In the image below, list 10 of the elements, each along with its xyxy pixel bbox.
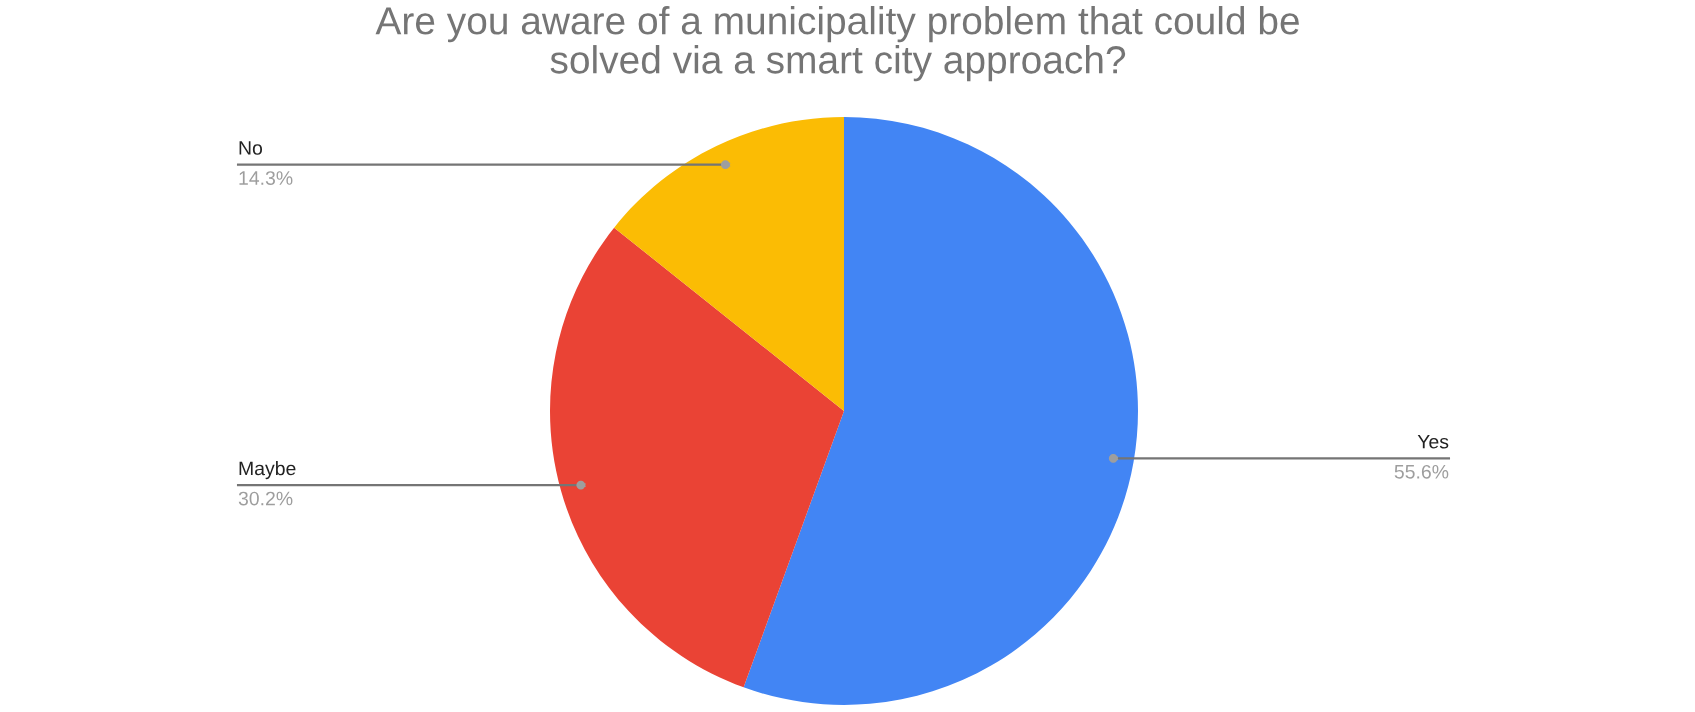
slice-label: Yes (1417, 434, 1449, 449)
pie-slice (614, 117, 844, 411)
pie-slice (550, 227, 844, 688)
data-label: 14.3% (239, 171, 293, 185)
pie-slice (743, 117, 1138, 705)
slice-label: No (239, 141, 263, 155)
slice-label: Maybe (239, 461, 296, 480)
chart-title: Are you aware of a municipality problem that could be solved via a smart city approach? (375, 6, 1299, 82)
data-label: 30.2% (238, 491, 293, 506)
data-label: 55.6% (1394, 464, 1449, 479)
